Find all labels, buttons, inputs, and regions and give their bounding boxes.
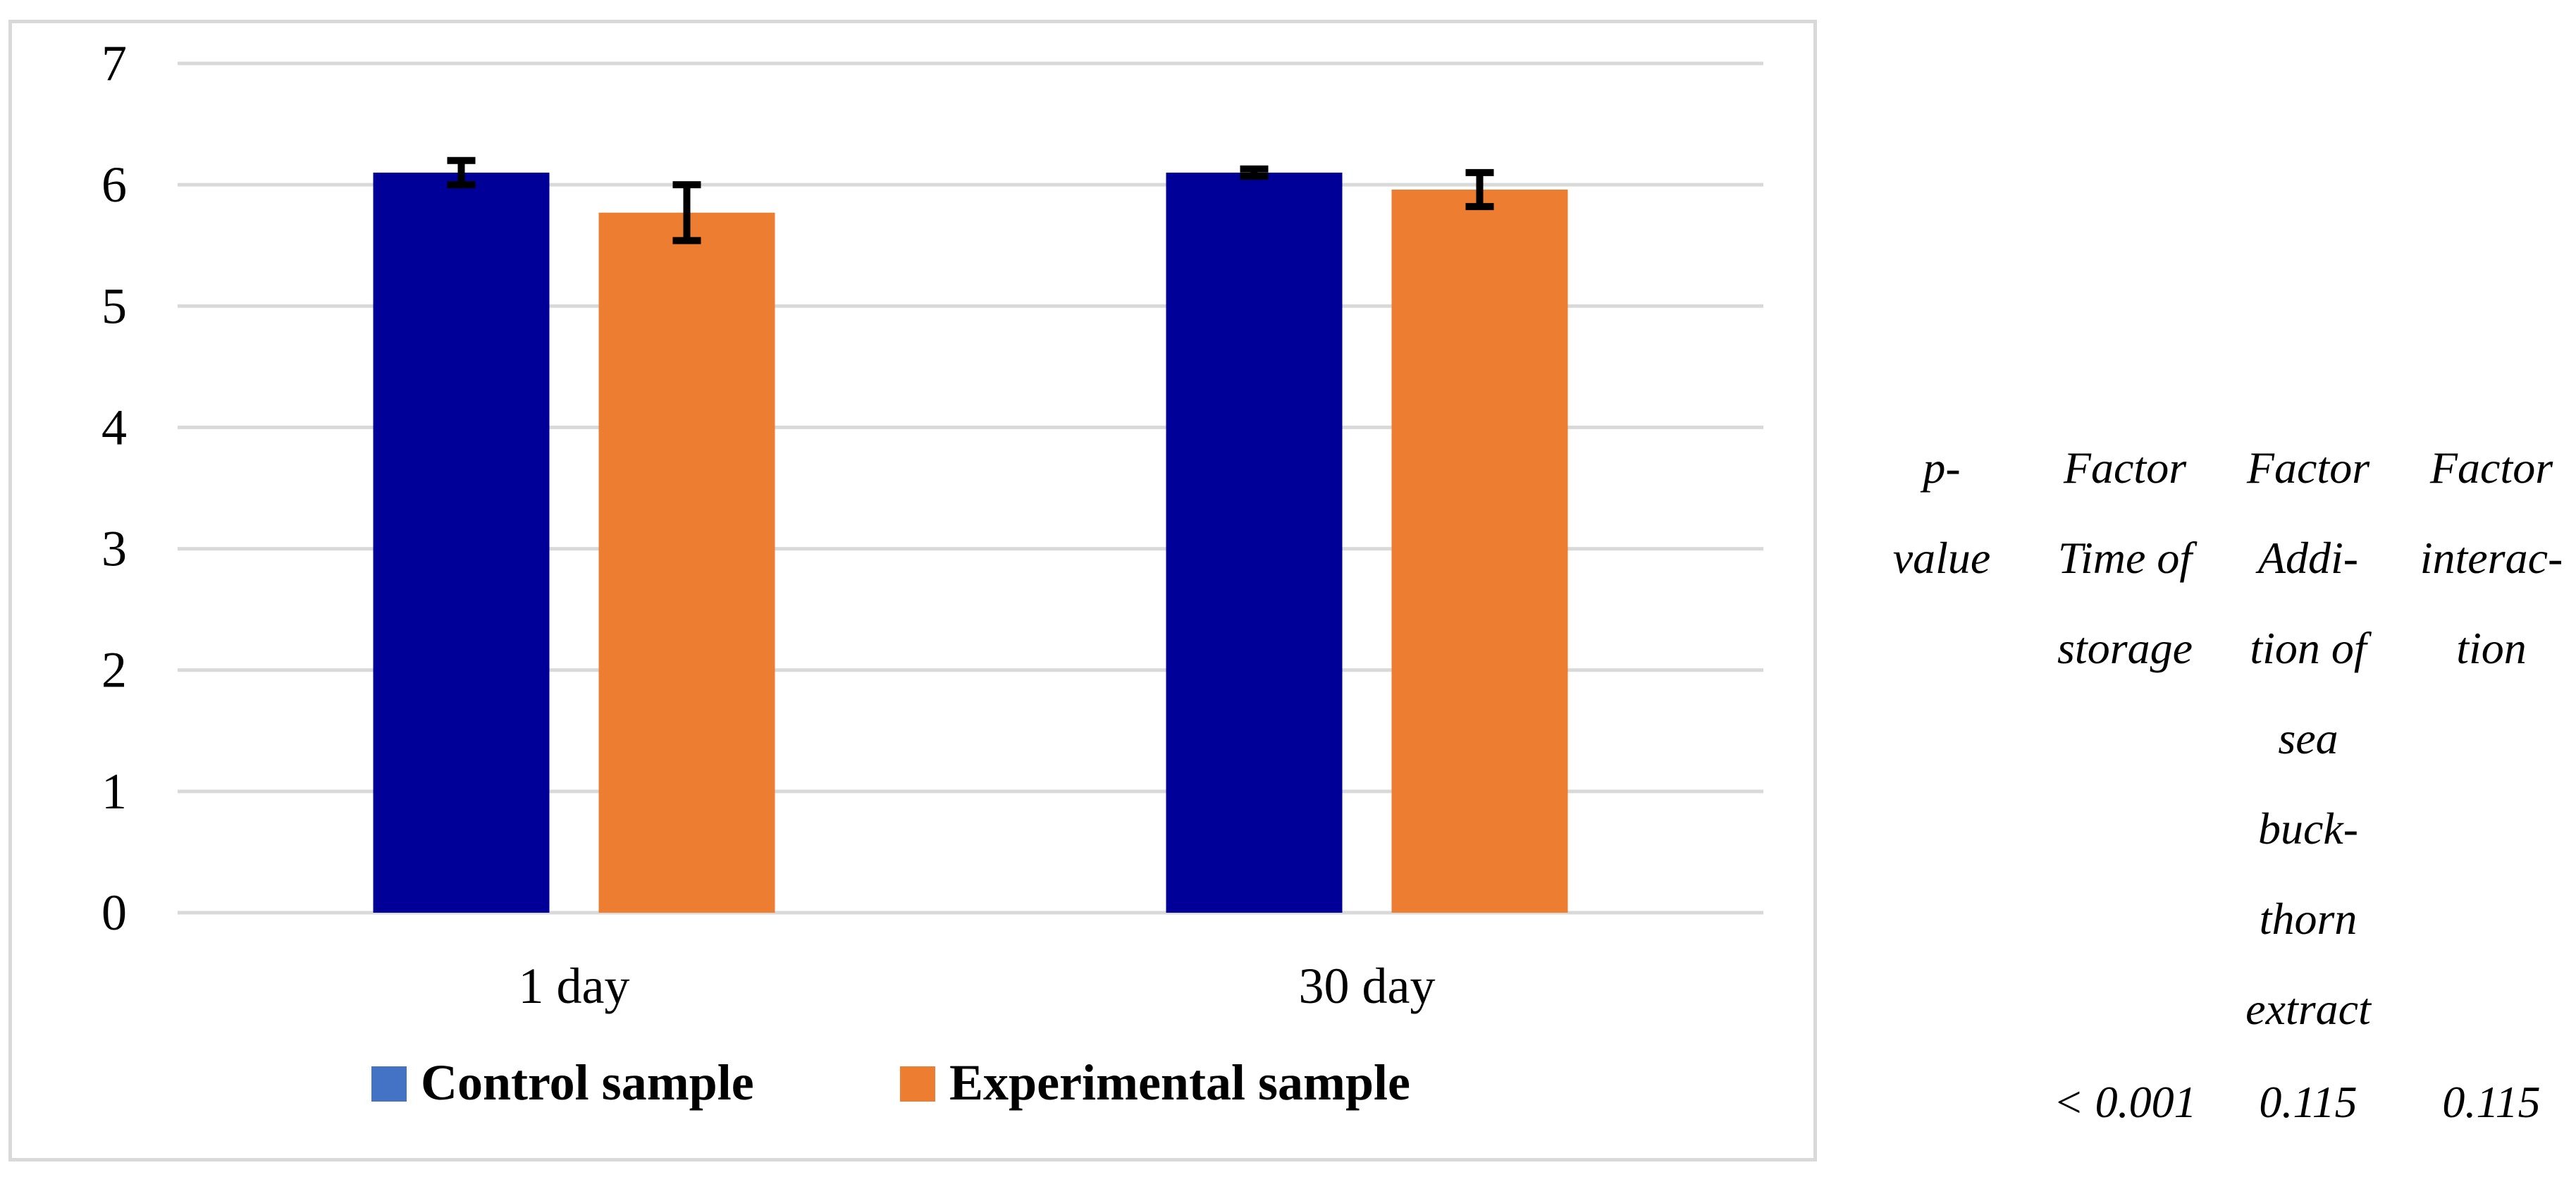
- y-tick-label: 6: [101, 156, 127, 213]
- y-tick-label: 2: [101, 642, 127, 698]
- y-tick-label: 4: [101, 399, 127, 455]
- header-line: Factor: [2429, 443, 2553, 493]
- x-category-label: 30 day: [1299, 958, 1436, 1014]
- header-line: Addi-: [2257, 533, 2359, 583]
- p-value-time: < 0.001: [2053, 1077, 2197, 1127]
- bar: [373, 172, 550, 913]
- header-line: buck-: [2257, 803, 2359, 854]
- factor-interaction-header: Factor interac- tion: [2403, 423, 2576, 694]
- header-line: Factor: [2063, 443, 2187, 493]
- header-line: extract: [2245, 984, 2371, 1034]
- p-value-table: p- value Factor Time of storage Factor A…: [1854, 423, 2565, 1149]
- y-tick-label: 7: [101, 35, 127, 92]
- y-tick-label: 0: [101, 885, 127, 941]
- legend-swatch: [900, 1066, 935, 1102]
- header-line: Time of: [2057, 533, 2193, 583]
- bar: [1166, 172, 1343, 913]
- header-line: tion of: [2250, 623, 2367, 673]
- legend-swatch: [371, 1066, 407, 1102]
- header-line: Factor: [2246, 443, 2370, 493]
- legend-label: Experimental sample: [949, 1054, 1410, 1111]
- y-tick-label: 3: [101, 521, 127, 577]
- legend-label: Control sample: [421, 1054, 754, 1111]
- chart-container: 0 1 2 3 4 5 6 7 1 day 30 day Control sample Experim…: [8, 20, 1817, 1161]
- header-line: interac-: [2420, 533, 2563, 583]
- y-tick-label: 1: [101, 763, 127, 820]
- p-value-interaction: 0.115: [2442, 1077, 2541, 1127]
- p-value-row-label: p- value: [1854, 423, 2030, 603]
- bar: [598, 212, 775, 913]
- header-line: tion: [2456, 623, 2527, 673]
- bar: [1391, 190, 1568, 913]
- header-line: sea: [2278, 713, 2338, 763]
- factor-addition-header: Factor Addi- tion of sea buck- thorn ext…: [2220, 423, 2396, 1054]
- x-category-label: 1 day: [519, 958, 630, 1014]
- header-line: storage: [2057, 623, 2193, 673]
- y-tick-label: 5: [101, 278, 127, 334]
- factor-time-header: Factor Time of storage: [2037, 423, 2213, 694]
- bar-chart: 0 1 2 3 4 5 6 7 1 day 30 day Control sample Experim…: [101, 35, 1763, 1111]
- p-value-label-line: value: [1892, 533, 1991, 583]
- p-value-label-line: p-: [1923, 443, 1961, 493]
- header-line: thorn: [2259, 894, 2358, 944]
- p-value-addition: 0.115: [2259, 1077, 2358, 1127]
